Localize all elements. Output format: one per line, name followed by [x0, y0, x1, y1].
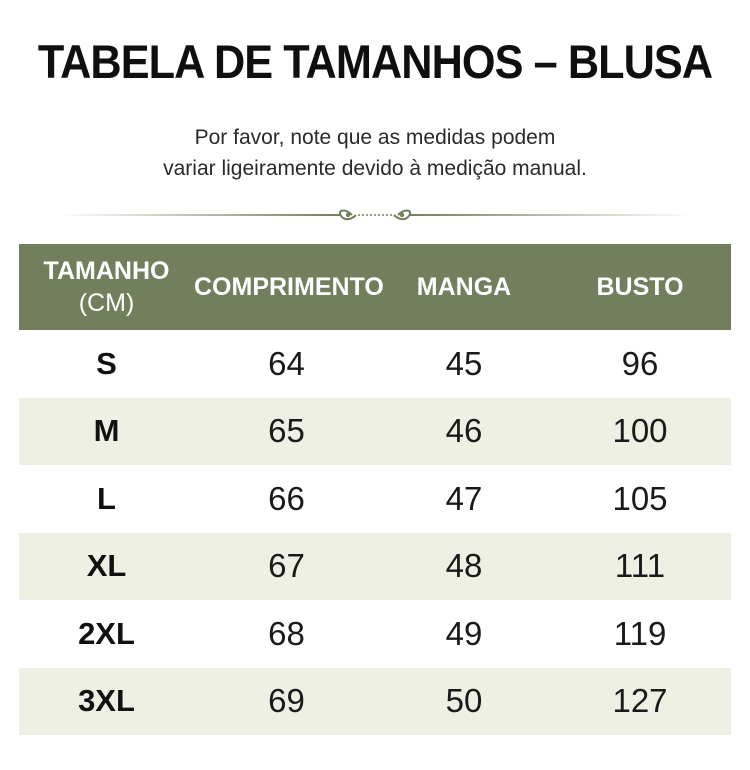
page-title: TABELA DE TAMANHOS – BLUSA: [37, 35, 713, 88]
length-cell: 67: [268, 547, 305, 585]
length-cell: 69: [268, 682, 305, 720]
sleeve-cell: 45: [445, 344, 483, 382]
measurement-note-line-2: variar ligeiramente devido à medição man…: [163, 157, 587, 180]
length-cell: 66: [268, 479, 305, 517]
header-sleeve: MANGA: [416, 273, 512, 301]
sleeve-cell: 50: [445, 682, 483, 720]
bust-cell: 127: [612, 682, 668, 720]
table-row: M 65 46 100: [19, 397, 731, 465]
table-row: XL 67 48 111: [19, 532, 731, 600]
size-cell: M: [93, 413, 120, 449]
measurement-note-line-1: Por favor, note que as medidas podem: [194, 126, 556, 149]
length-cell: 65: [268, 412, 305, 450]
sleeve-cell: 48: [445, 547, 483, 585]
table-row: 3XL 69 50 127: [19, 667, 731, 735]
header-length: COMPRIMENTO: [194, 273, 384, 301]
header-size: TAMANHO (CM): [19, 244, 194, 330]
header-bust: BUSTO: [596, 273, 684, 301]
sleeve-cell: 46: [445, 412, 483, 450]
sleeve-cell: 47: [445, 479, 483, 517]
sleeve-cell: 49: [445, 614, 483, 652]
size-cell: XL: [86, 548, 127, 584]
table-header-row: TAMANHO (CM) COMPRIMENTO MANGA BUSTO: [19, 244, 731, 330]
length-cell: 68: [268, 614, 305, 652]
header-size-line-2: (CM): [78, 289, 135, 317]
length-cell: 64: [268, 344, 305, 382]
table-row: L 66 47 105: [19, 465, 731, 533]
size-cell: S: [96, 345, 117, 381]
header-size-line-1: TAMANHO: [43, 257, 170, 285]
bust-cell: 105: [612, 479, 668, 517]
measurement-note: Por favor, note que as medidas podem var…: [0, 122, 750, 184]
table-row: 2XL 68 49 119: [19, 600, 731, 668]
size-cell: 2XL: [78, 615, 135, 651]
bust-cell: 100: [612, 412, 668, 450]
bust-cell: 119: [613, 614, 667, 652]
size-cell: L: [97, 480, 116, 516]
ornamental-divider: [60, 209, 690, 221]
bust-cell: 96: [621, 344, 659, 382]
table-row: S 64 45 96: [19, 330, 731, 398]
size-cell: 3XL: [78, 683, 135, 719]
bust-cell: 111: [614, 547, 666, 585]
size-chart-table: TAMANHO (CM) COMPRIMENTO MANGA BUSTO S 6…: [19, 244, 731, 735]
